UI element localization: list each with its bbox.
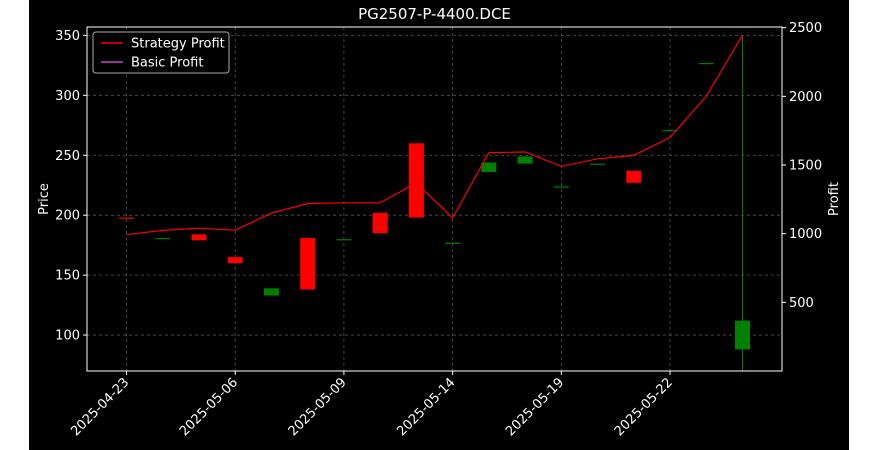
candle-body [626, 170, 642, 183]
y-left-tick-label: 250 [55, 149, 80, 164]
strategy-profit-line [126, 34, 744, 236]
candle-body [155, 237, 171, 240]
legend-box [92, 31, 230, 74]
legend-label-basic-profit: Basic Profit [131, 56, 203, 71]
candle-body [553, 186, 569, 188]
candle-body [263, 288, 279, 296]
y-right-axis-label: Profit [827, 182, 842, 216]
candle-body [517, 156, 533, 164]
y-right-tick-label: 500 [789, 296, 814, 311]
candle-body [698, 62, 714, 65]
candle-body [300, 237, 316, 290]
y-right-tick-label: 2500 [789, 21, 822, 36]
plot-frame [86, 26, 783, 372]
candle-body [481, 162, 497, 173]
y-right-tick-label: 2000 [789, 90, 822, 105]
candle-body [372, 212, 388, 234]
candle-body [191, 234, 207, 241]
candle-body [119, 217, 134, 219]
candle-body [445, 242, 461, 244]
chart-title: PG2507-P-4400.DCE [358, 5, 511, 23]
y-left-tick-label: 300 [55, 89, 80, 104]
y-left-tick-label: 100 [55, 329, 80, 344]
candle-body [408, 143, 424, 218]
y-left-axis-label: Price [37, 183, 52, 215]
candle-body [735, 320, 750, 350]
y-right-tick-label: 1500 [789, 159, 822, 174]
figure-background [29, 0, 849, 450]
y-right-tick-label: 1000 [789, 227, 822, 242]
legend-label-strategy-profit: Strategy Profit [131, 37, 225, 52]
y-left-tick-label: 350 [55, 29, 80, 44]
candle-body [336, 239, 352, 241]
y-left-tick-label: 150 [55, 269, 80, 284]
candle-body [590, 163, 606, 165]
candle-body [227, 257, 243, 264]
candle-body [662, 130, 678, 132]
y-left-tick-label: 200 [55, 209, 80, 224]
